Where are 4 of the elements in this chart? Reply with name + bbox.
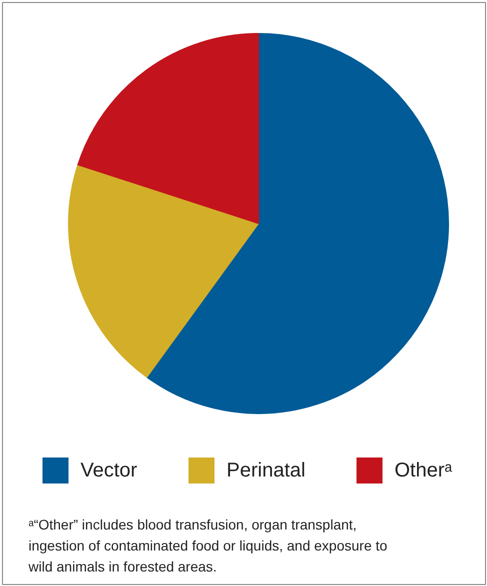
text: ᵃ“Other” includes blood transfusion, organ transplant, ingestion of contaminated food or liquids, and exposure to wild animals in forested areas. (28, 516, 388, 574)
legend-label: Perinatal (226, 460, 306, 482)
legend-label: Vector (80, 460, 138, 482)
legend-label: Otherᵃ (394, 460, 453, 482)
